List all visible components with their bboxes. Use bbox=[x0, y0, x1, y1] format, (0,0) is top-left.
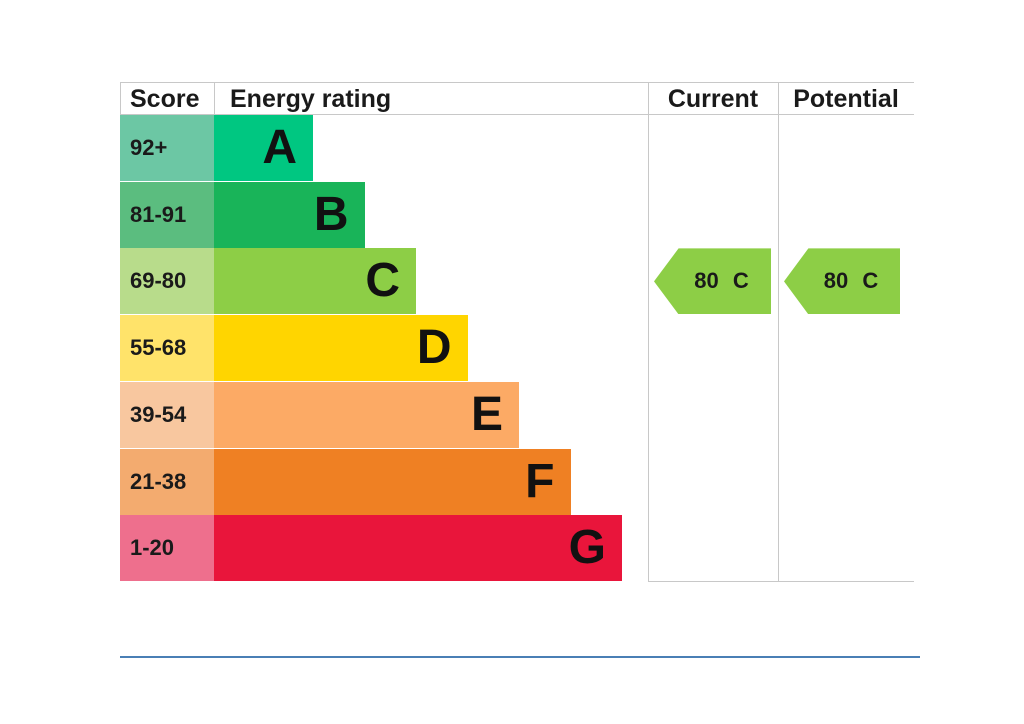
potential-header: Potential bbox=[793, 85, 899, 113]
band-bar-f: F bbox=[214, 448, 571, 515]
potential-rating-indicator: 80 C bbox=[784, 248, 900, 315]
score-range-d: 55-68 bbox=[120, 315, 214, 382]
current-header: Current bbox=[667, 85, 759, 113]
band-bar-d: D bbox=[214, 315, 468, 382]
left-border bbox=[120, 82, 121, 115]
top-border bbox=[120, 82, 914, 83]
score-header: Score bbox=[130, 85, 200, 113]
score-range-a: 92+ bbox=[120, 115, 214, 181]
score-range-g: 1-20 bbox=[120, 515, 214, 582]
band-letter-c: C bbox=[365, 254, 400, 308]
band-bar-b: B bbox=[214, 181, 365, 248]
band-bar-a: A bbox=[214, 115, 313, 181]
band-letter-b: B bbox=[313, 187, 349, 241]
band-bar-g: G bbox=[214, 515, 622, 582]
potential-rating-label: 80 C bbox=[823, 268, 879, 294]
band-letter-e: E bbox=[470, 387, 503, 441]
bottom-border bbox=[648, 581, 914, 582]
score-column-divider bbox=[214, 82, 215, 115]
current-rating-label: 80 C bbox=[694, 268, 749, 294]
band-letter-a: A bbox=[262, 121, 297, 174]
band-bar-e: E bbox=[214, 381, 519, 448]
score-range-b: 81-91 bbox=[120, 181, 214, 248]
potential-column-divider bbox=[778, 82, 779, 582]
current-column-divider bbox=[648, 82, 649, 582]
score-range-e: 39-54 bbox=[120, 381, 214, 448]
band-bar-c: C bbox=[214, 248, 416, 315]
current-rating-indicator: 80 C bbox=[654, 248, 771, 315]
score-range-f: 21-38 bbox=[120, 448, 214, 515]
score-range-c: 69-80 bbox=[120, 248, 214, 315]
band-letter-f: F bbox=[525, 454, 555, 508]
band-letter-g: G bbox=[568, 521, 606, 575]
header-divider bbox=[120, 114, 914, 115]
energy-rating-header: Energy rating bbox=[230, 85, 392, 113]
bottom-rule bbox=[120, 656, 920, 658]
band-letter-d: D bbox=[416, 321, 452, 375]
epc-chart: Score Energy rating Current Potential 92… bbox=[120, 82, 914, 582]
